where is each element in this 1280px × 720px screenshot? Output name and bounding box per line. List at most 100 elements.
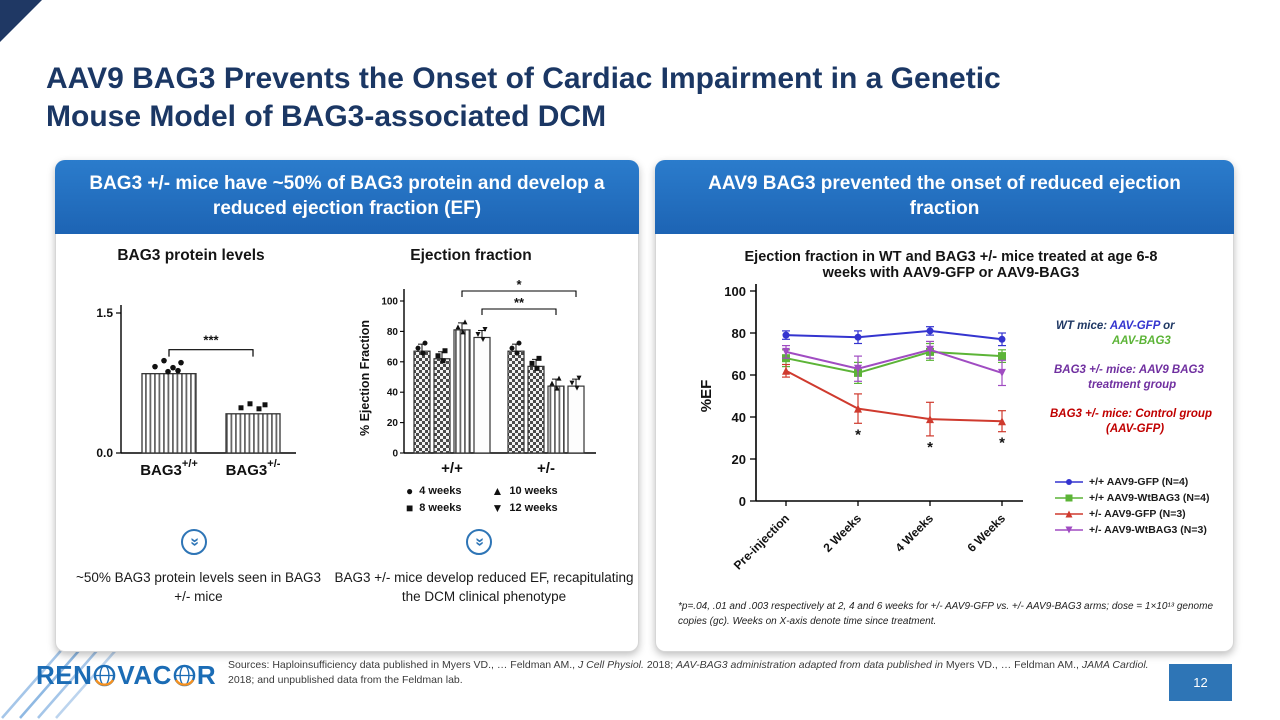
significance-bracket <box>168 349 254 357</box>
marker-icon <box>1065 526 1073 534</box>
annotation-control-group: BAG3 +/- mice: Control group (AAV-GFP) <box>1050 407 1235 437</box>
y-tick-label: 60 <box>732 368 746 383</box>
annotation-text: (AAV-GFP) <box>1106 422 1165 435</box>
marker-icon <box>1066 479 1072 485</box>
sources-segment: J Cell Physiol. <box>577 659 644 671</box>
series-line <box>785 369 1003 423</box>
x-category-label: BAG3+/+ <box>140 458 198 479</box>
annotation-text: treatment group <box>1088 378 1177 391</box>
data-point <box>170 364 176 371</box>
annotation-text: BAG3 +/- mice: AAV9 BAG3 <box>1054 364 1204 376</box>
data-point <box>256 406 262 412</box>
legend-item: +/- AAV9-WtBAG3 (N=3) <box>1054 524 1209 536</box>
legend-item: +/+ AAV9-WtBAG3 (N=4) <box>1054 492 1209 504</box>
renovacor-logo: REN VAC R <box>36 662 216 688</box>
triangle-up-marker-icon: ▲ <box>491 484 504 498</box>
annotation-line: BAG3 +/- mice: AAV9 BAG3 <box>1054 363 1239 378</box>
marker-icon <box>480 336 486 342</box>
legend-label: +/+ AAV9-WtBAG3 (N=4) <box>1089 492 1210 504</box>
group-label: +/- <box>537 460 555 477</box>
bar <box>507 350 525 454</box>
y-tick-label: 40 <box>732 410 746 425</box>
marker-icon <box>569 380 575 386</box>
marker-icon <box>854 333 862 341</box>
data-point <box>161 357 167 364</box>
marker-icon <box>536 355 542 361</box>
marker-icon <box>415 345 421 351</box>
significance-label: *** <box>203 333 219 348</box>
circle-marker-icon: ● <box>406 484 414 498</box>
annotation-text: or <box>1159 320 1175 332</box>
y-tick-label: 20 <box>387 418 399 429</box>
legend-item: ▼ 12 weeks <box>491 502 557 514</box>
y-tick-label: 0 <box>739 494 746 509</box>
marker-icon <box>926 415 934 424</box>
marker-icon <box>782 366 790 375</box>
square-marker-icon: ■ <box>406 501 414 515</box>
marker-icon <box>529 360 535 366</box>
significance-label: ** <box>514 295 525 310</box>
legend-marker-icon <box>1055 494 1083 502</box>
y-axis-label: % Ejection Fraction <box>358 320 372 436</box>
marker-icon <box>422 340 428 346</box>
marker-icon <box>1065 510 1073 518</box>
annotation-line: AAV-BAG3 <box>1056 334 1241 349</box>
left-panel: BAG3 +/- mice have ~50% of BAG3 protein … <box>55 160 639 652</box>
legend-label: +/+ AAV9-GFP (N=4) <box>1089 476 1189 488</box>
marker-icon <box>1065 494 1073 502</box>
marker-icon <box>549 380 555 386</box>
legend-item: ▲ 10 weeks <box>491 485 557 497</box>
ef-bar-chart-legend: ● 4 weeks ■ 8 weeks ▲ 10 weeks ▼ 12 weeks <box>406 485 558 514</box>
globe-icon <box>94 664 116 686</box>
sources-segment: 2018; <box>643 659 677 671</box>
marker-icon <box>782 331 790 339</box>
slide-title: AAV9 BAG3 Prevents the Onset of Cardiac … <box>46 60 1166 136</box>
bar <box>547 385 565 454</box>
marker-icon <box>514 350 520 356</box>
marker-icon <box>420 350 426 356</box>
marker-icon <box>509 345 515 351</box>
legend-item: +/- AAV9-GFP (N=3) <box>1054 508 1209 520</box>
marker-icon <box>926 345 934 354</box>
data-point <box>165 368 171 375</box>
y-tick-label: 60 <box>387 357 399 368</box>
legend-marker-icon <box>1055 479 1083 485</box>
annotation-text: AAV-GFP <box>1109 320 1160 332</box>
marker-icon <box>854 404 862 413</box>
page-number-badge: 12 <box>1169 664 1232 701</box>
annotation-line: BAG3 +/- mice: Control group <box>1050 407 1235 422</box>
logo-text: VAC <box>117 660 172 690</box>
legend-marker-icon <box>1055 526 1083 534</box>
bar <box>433 358 451 454</box>
y-tick-label: 100 <box>381 297 398 308</box>
marker-icon <box>554 385 560 391</box>
left-panel-header: BAG3 +/- mice have ~50% of BAG3 protein … <box>55 160 639 234</box>
bar <box>473 336 491 454</box>
y-tick-label: 0 <box>392 449 398 460</box>
y-tick-label: 40 <box>387 388 399 399</box>
sources-segment: AAV-BAG3 administration adapted from dat… <box>676 659 946 671</box>
marker-icon <box>998 417 1006 426</box>
series-line <box>785 350 1003 374</box>
marker-icon <box>534 365 540 371</box>
marker-icon <box>998 335 1006 343</box>
line-chart-legend: +/+ AAV9-GFP (N=4) +/+ AAV9-WtBAG3 (N=4) +… <box>1054 476 1209 540</box>
x-tick-label: 6 Weeks <box>964 511 1008 555</box>
ef-caption: BAG3 +/- mice develop reduced EF, recapi… <box>334 570 634 604</box>
legend-item: ■ 8 weeks <box>406 502 461 514</box>
significance-star: * <box>855 426 861 443</box>
sources-segment: 2018; and unpublished data from the Feld… <box>228 674 463 687</box>
legend-label: 12 weeks <box>509 502 558 514</box>
marker-icon <box>998 352 1006 361</box>
legend-label: 8 weeks <box>419 502 462 514</box>
data-point <box>262 402 268 408</box>
annotation-line: WT mice: AAV-GFP or <box>1056 319 1241 334</box>
data-point <box>247 401 253 407</box>
x-tick-label: Pre-injection <box>731 511 792 572</box>
marker-icon <box>998 368 1006 377</box>
triangle-down-marker-icon: ▼ <box>491 501 504 515</box>
y-tick-label: 20 <box>732 452 746 467</box>
sources-segment: Myers VD., … Feldman AM., <box>945 659 1082 671</box>
bar <box>413 350 431 454</box>
annotation-text: WT mice: <box>1056 320 1110 332</box>
